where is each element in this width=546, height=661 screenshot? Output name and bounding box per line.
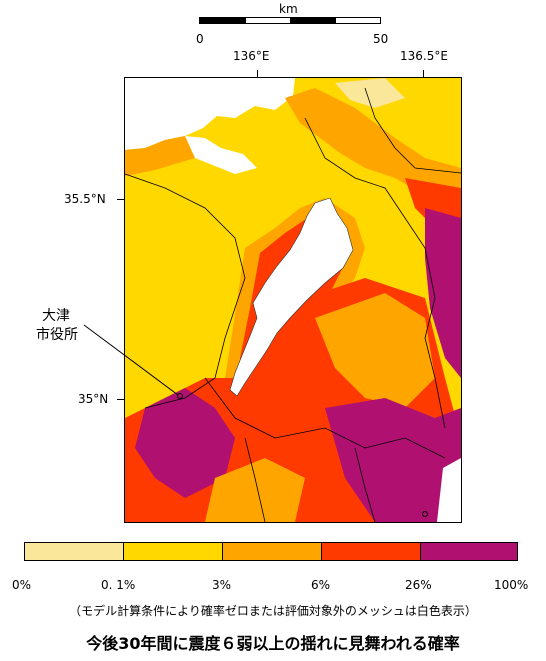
hazard-map [124,77,462,523]
sea-region-southeast [437,458,461,522]
boundary-southwest [244,437,266,522]
boundary-southcentral [354,447,376,522]
lat-tick-35-5 [117,199,125,200]
hazard-zone-north-2 [285,88,461,198]
latitude-label-35: 35°N [78,392,109,406]
legend-swatch-1 [24,542,124,561]
boundary-west [125,173,246,409]
low-hazard-zone-1 [335,78,405,108]
hazard-zone-southwest-high [135,388,235,498]
city-marker-otsu [177,393,183,399]
latitude-label-35-5: 35.5°N [64,192,106,206]
lat-tick-35 [117,399,125,400]
hazard-zone-east-high [425,208,461,378]
city-label-line1: 大津 [42,308,70,324]
legend-swatch-2 [123,542,223,561]
hazard-zone-south-orange [205,458,305,522]
lon-tick-136 [257,70,258,78]
legend-tick-4: 26% [405,578,432,592]
legend-swatch-5 [420,542,518,561]
scale-bar-segment-4 [335,17,381,24]
city-marker-2 [422,511,428,517]
map-title: 今後30年間に震度６弱以上の揺れに見舞われる確率 [86,634,460,653]
legend-swatch-3 [222,542,322,561]
boundary-south [204,377,446,459]
legend-swatch-4 [321,542,421,561]
scale-end-label: 50 [373,32,389,46]
hazard-map-canvas [125,78,461,522]
hazard-zone-southeast-high [325,398,461,522]
longitude-label-136: 136°E [233,49,270,63]
legend-tick-5: 100% [494,578,529,592]
sea-inlet [175,136,257,174]
boundary-north [364,87,461,174]
legend-tick-1: 0. 1% [101,578,136,592]
scale-unit-label: km [279,2,298,16]
hazard-zone-south-mid [315,293,435,408]
boundary-east [304,117,446,429]
scale-start-label: 0 [196,32,204,46]
legend-note: （モデル計算条件により確率ゼロまたは評価対象外のメッシュは白色表示） [69,604,477,618]
lon-tick-136-5 [423,70,424,78]
hazard-zone-north-1 [125,136,195,176]
legend-tick-0: 0% [12,578,32,592]
sea-region [125,78,295,150]
longitude-label-136-5: 136.5°E [400,49,448,63]
prefecture-boundaries [125,87,461,522]
city-label-line2: 市役所 [36,327,78,343]
legend-tick-3: 6% [311,578,331,592]
lake-biwa [229,197,354,397]
legend-tick-2: 3% [212,578,232,592]
